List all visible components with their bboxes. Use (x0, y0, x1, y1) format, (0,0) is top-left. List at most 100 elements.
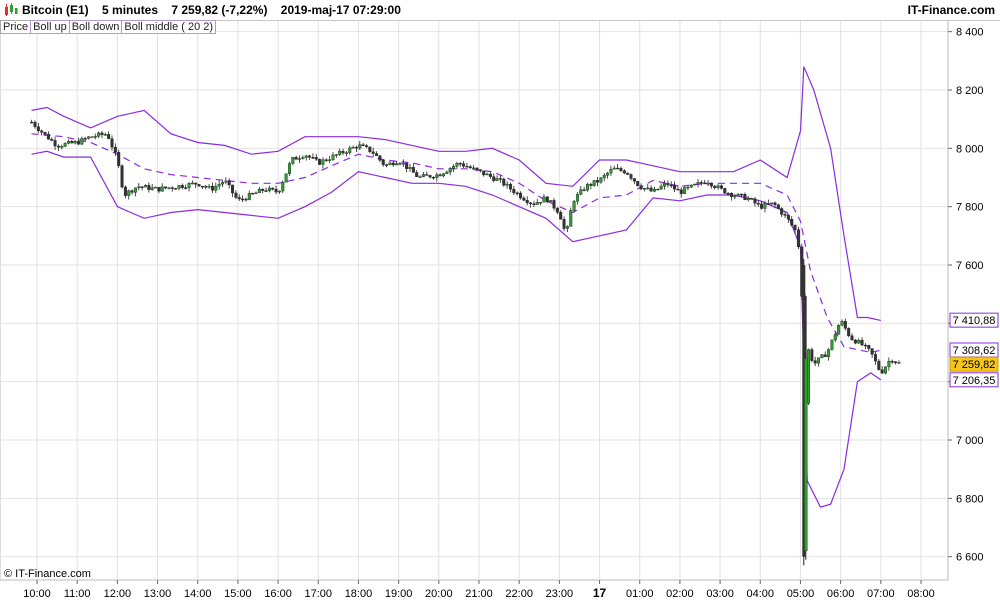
candle-down (519, 192, 523, 199)
candle-down (867, 345, 871, 349)
candle-down (43, 132, 47, 135)
axis-tag-label-boll_up: 7 410,88 (953, 315, 996, 327)
candlestick-icon (5, 3, 18, 16)
candle-down (863, 344, 867, 347)
candle-down (515, 192, 519, 195)
candle-up (535, 202, 539, 205)
candle-down (381, 159, 385, 165)
candle-down (438, 174, 442, 177)
candle-up (80, 138, 84, 145)
candle-up (817, 357, 821, 364)
candle-down (773, 202, 777, 205)
candle-down (847, 328, 851, 337)
candle-up (746, 198, 750, 200)
candle-down (723, 188, 727, 194)
candle-down (512, 188, 516, 194)
candle-down (616, 167, 620, 170)
candle-down (726, 192, 730, 195)
legend-price[interactable]: Price (0, 20, 32, 34)
candle-down (860, 339, 864, 346)
candle-down (522, 197, 526, 201)
candle-down (294, 157, 298, 160)
candle-down (56, 145, 60, 148)
candle-down (582, 189, 586, 191)
candle-down (375, 153, 379, 156)
candle-down (354, 146, 358, 149)
candle-down (120, 165, 124, 188)
candle-down (802, 265, 806, 557)
candle-down (107, 134, 111, 139)
candle-down (361, 144, 365, 146)
candle-up (97, 132, 101, 137)
candle-up (602, 175, 606, 179)
candle-down (639, 185, 643, 190)
candle-down (555, 207, 559, 213)
candle-up (572, 201, 576, 211)
candle-down (622, 170, 626, 174)
candle-down (46, 133, 50, 140)
candle-down (873, 354, 877, 362)
candle-down (813, 360, 817, 364)
candle-up (254, 192, 258, 195)
candle-up (857, 339, 861, 344)
candle-down (174, 188, 178, 190)
candle-up (137, 186, 141, 189)
candle-up (733, 195, 737, 198)
candle-up (207, 185, 211, 188)
candle-up (539, 201, 543, 204)
candle-down (545, 196, 549, 203)
candle-up (505, 183, 509, 186)
candle-down (227, 180, 231, 186)
legend-boll-down[interactable]: Boll down (68, 20, 123, 34)
candle-down (425, 174, 429, 176)
candle-up (696, 182, 700, 185)
candle-down (117, 152, 121, 166)
candle-up (63, 143, 67, 147)
candle-up (897, 362, 901, 364)
x-tick-label: 05:00 (787, 588, 815, 600)
candle-down (669, 184, 673, 187)
candle-down (508, 183, 512, 190)
candle-up (221, 181, 225, 185)
brand-label: IT-Finance.com (907, 3, 995, 17)
timeframe-label: 5 minutes (102, 3, 159, 17)
candle-up (247, 193, 251, 200)
candle-down (251, 193, 255, 195)
candle-up (90, 136, 94, 138)
candle-up (646, 187, 650, 190)
candle-down (676, 188, 680, 191)
candle-down (810, 349, 814, 361)
candle-up (87, 136, 91, 139)
candle-up (321, 159, 325, 165)
candle-up (592, 180, 596, 186)
candle-up (827, 349, 831, 357)
legend-boll-middle[interactable]: Boll middle ( 20 2) (121, 20, 217, 34)
candle-up (217, 183, 221, 187)
candle-down (197, 184, 201, 187)
x-tick-label: 16:00 (264, 588, 292, 600)
x-tick-label: 04:00 (747, 588, 775, 600)
datetime-label: 2019-maj-17 07:29:00 (280, 3, 401, 17)
x-tick-label: 18:00 (345, 588, 373, 600)
candle-down (699, 182, 703, 184)
candle-down (231, 184, 235, 194)
candle-down (790, 219, 794, 226)
candle-up (301, 157, 305, 159)
candle-up (284, 173, 288, 183)
candle-up (224, 180, 228, 183)
candle-down (36, 126, 40, 131)
candle-down (552, 200, 556, 209)
axis-tag-boll_up (949, 312, 999, 328)
indicator-legend: Price Boll up Boll down Boll middle ( 20… (0, 20, 217, 34)
candle-up (93, 136, 97, 138)
candle-down (234, 192, 238, 198)
candle-down (656, 188, 660, 191)
candle-up (66, 141, 70, 144)
candle-down (261, 188, 265, 191)
candle-down (488, 173, 492, 177)
candle-down (204, 186, 208, 188)
legend-boll-up[interactable]: Boll up (30, 20, 70, 34)
candle-up (579, 189, 583, 195)
symbol-label: Bitcoin (E1) (22, 3, 89, 17)
